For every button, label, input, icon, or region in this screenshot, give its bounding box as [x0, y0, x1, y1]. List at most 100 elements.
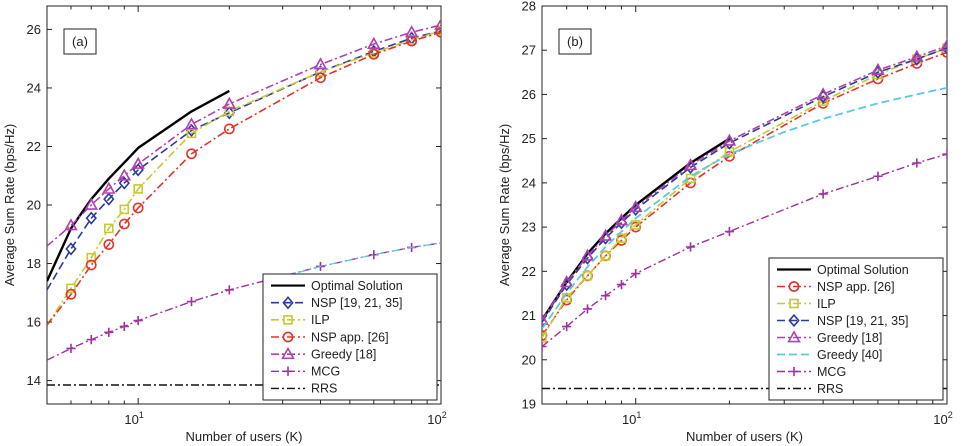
legend: Optimal Solution NSP [19, 21, 35] ILP NSP a…: [262, 273, 438, 401]
y-tick-label: 26: [522, 87, 536, 102]
data-point: [104, 327, 114, 337]
data-point: [102, 181, 116, 194]
series-greedy-18-: [542, 38, 947, 325]
y-tick-label: 18: [27, 256, 41, 271]
legend: Optimal Solution NSP app. [26] ILP NSP [19,…: [768, 257, 944, 401]
panel-tag: (b): [558, 28, 592, 55]
data-point: [788, 313, 800, 328]
data-point: [184, 117, 199, 130]
y-axis-label: Average Sum Rate (bps/Hz): [2, 124, 17, 286]
y-tick-label: 14: [27, 373, 41, 388]
data-point: [434, 17, 441, 30]
data-point: [86, 252, 97, 263]
data-point: [119, 321, 129, 332]
series-line: [542, 86, 947, 330]
data-point: [223, 106, 235, 120]
y-tick-label: 28: [522, 0, 536, 14]
svg-text:(b): (b): [567, 34, 583, 49]
x-tick-label: 101: [622, 410, 641, 427]
data-point: [133, 184, 143, 194]
series-line: [542, 45, 947, 321]
data-point: [118, 176, 130, 190]
y-tick-label: 19: [522, 397, 536, 412]
legend-item: RRS: [271, 382, 337, 396]
data-point: [282, 296, 294, 310]
y-tick-label: 26: [27, 22, 41, 37]
data-point: [562, 322, 572, 332]
data-point: [222, 96, 237, 109]
data-point: [84, 197, 99, 210]
data-point: [224, 285, 234, 295]
legend-label: RRS: [311, 382, 337, 396]
legend-label: MCG: [311, 365, 340, 379]
svg-text:(a): (a): [72, 34, 88, 49]
data-point: [685, 242, 696, 252]
data-point: [65, 242, 77, 256]
data-point: [787, 330, 801, 343]
data-point: [103, 239, 115, 250]
data-point: [369, 250, 379, 260]
data-point: [283, 315, 293, 325]
data-point: [404, 25, 419, 38]
data-point: [818, 189, 828, 199]
data-point: [598, 228, 613, 241]
data-point: [64, 218, 78, 231]
y-tick-label: 27: [522, 43, 536, 58]
data-point: [66, 343, 76, 353]
legend-label: NSP [19, 21, 35]: [817, 314, 909, 328]
data-point: [66, 283, 76, 294]
x-tick-label: 102: [933, 410, 952, 427]
data-point: [582, 270, 593, 281]
data-point: [132, 202, 144, 214]
data-point: [119, 204, 130, 215]
chart-panel-1: 19 20 21 22 23 24 25 26 27 28 101 102 Number of user…: [497, 0, 953, 444]
data-point: [788, 281, 800, 292]
data-point: [367, 36, 381, 49]
data-point: [283, 366, 293, 376]
data-point: [118, 218, 130, 230]
legend-label: Optimal Solution: [311, 279, 403, 293]
y-tick-label: 25: [522, 131, 536, 146]
data-point: [631, 268, 641, 279]
data-point: [85, 259, 97, 271]
data-point: [85, 211, 97, 225]
data-point: [131, 156, 145, 169]
data-point: [281, 346, 295, 360]
y-tick-label: 24: [522, 175, 536, 190]
data-point: [789, 366, 799, 377]
data-point: [630, 220, 641, 230]
data-point: [614, 213, 629, 226]
legend-label: ILP: [817, 297, 836, 311]
data-point: [559, 275, 574, 288]
data-point: [542, 332, 547, 343]
legend-label: MCG: [817, 365, 846, 379]
data-point: [724, 226, 735, 237]
data-point: [940, 38, 947, 51]
data-point: [871, 62, 885, 76]
legend-item: Greedy [18]: [271, 346, 376, 361]
legend-item: NSP app. [26]: [777, 280, 895, 294]
data-point: [315, 72, 326, 84]
y-tick-label: 23: [522, 220, 536, 235]
legend-label: Greedy [40]: [817, 348, 882, 362]
legend-item: Optimal Solution: [271, 279, 403, 293]
data-point: [683, 157, 698, 171]
data-point: [912, 158, 922, 168]
series-layer: [47, 17, 441, 386]
data-point: [600, 291, 611, 301]
legend-item: NSP app. [26]: [271, 330, 389, 344]
data-point: [282, 331, 294, 343]
legend-item: ILP: [271, 313, 330, 327]
x-tick-label: 102: [427, 410, 446, 427]
data-point: [616, 233, 627, 243]
chart-panel-0: 14 16 18 20 22 24 26 101 102 Number of users (K) A…: [2, 5, 447, 444]
data-point: [542, 312, 549, 325]
legend-item: RRS: [777, 382, 843, 396]
series-mcg: [542, 149, 947, 352]
data-point: [616, 280, 627, 290]
x-tick-label: 101: [124, 410, 143, 427]
legend-item: Optimal Solution: [777, 263, 909, 277]
series-greedy-18-: [47, 17, 441, 247]
legend-item: NSP [19, 21, 35]: [777, 314, 909, 328]
